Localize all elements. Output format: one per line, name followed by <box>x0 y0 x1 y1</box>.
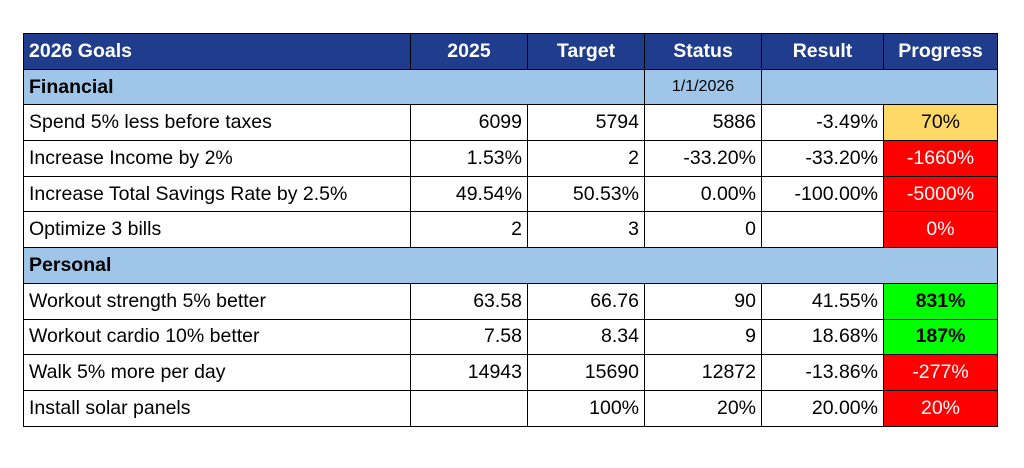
goal-name: Install solar panels <box>23 389 411 427</box>
value-cell: 5886 <box>644 104 762 142</box>
section-title: Personal <box>23 247 998 284</box>
empty-cell <box>761 211 884 249</box>
progress-cell: 70% <box>883 104 998 142</box>
value-cell: -100.00% <box>761 175 884 213</box>
value-cell: -3.49% <box>761 104 884 142</box>
value-cell: 2 <box>410 211 528 249</box>
value-cell: 100% <box>527 389 645 427</box>
value-cell: 18.68% <box>761 318 884 356</box>
value-cell: 1.53% <box>410 140 528 177</box>
value-cell: 63.58 <box>410 282 528 320</box>
progress-cell: 831% <box>883 282 998 320</box>
goal-name: Workout strength 5% better <box>23 282 411 320</box>
progress-cell: -5000% <box>883 175 998 213</box>
value-cell: 5794 <box>527 104 645 142</box>
value-cell: 90 <box>644 282 762 320</box>
value-cell: 12872 <box>644 354 762 391</box>
goals-table: 2026 Goals 2025 Target Status Result Progress… <box>23 33 998 427</box>
status-note: 1/1/2026 <box>644 68 762 106</box>
section-row: Personal <box>23 247 998 284</box>
value-cell: 0 <box>644 211 762 249</box>
goal-row: Increase Total Savings Rate by 2.5% 49.54… <box>23 175 998 213</box>
header-cell: 2026 Goals <box>23 33 411 70</box>
goal-row: Install solar panels 100% 20% 20.00% 20% <box>23 389 998 427</box>
goal-name: Increase Income by 2% <box>23 140 411 177</box>
value-cell: 66.76 <box>527 282 645 320</box>
goal-row: Workout cardio 10% better 7.58 8.34 9 18.68%… <box>23 318 998 356</box>
value-cell: 2 <box>527 140 645 177</box>
header-row: 2026 Goals 2025 Target Status Result Progress <box>23 33 998 70</box>
goal-name: Spend 5% less before taxes <box>23 104 411 142</box>
goal-row: Optimize 3 bills 2 3 0 0% <box>23 211 998 249</box>
section-fill <box>761 68 998 106</box>
header-cell: Progress <box>883 33 998 70</box>
value-cell: 20% <box>644 389 762 427</box>
header-cell: Target <box>527 33 645 70</box>
goal-row: Walk 5% more per day 14943 15690 12872 -13.8… <box>23 354 998 391</box>
empty-cell <box>410 389 528 427</box>
value-cell: -13.86% <box>761 354 884 391</box>
value-cell: 41.55% <box>761 282 884 320</box>
header-cell: Result <box>761 33 884 70</box>
value-cell: 8.34 <box>527 318 645 356</box>
section-title: Financial <box>23 68 645 106</box>
table-body: 2026 Goals 2025 Target Status Result Progress… <box>23 33 998 427</box>
header-cell: Status <box>644 33 762 70</box>
value-cell: 3 <box>527 211 645 249</box>
value-cell: -33.20% <box>644 140 762 177</box>
section-row: Financial 1/1/2026 <box>23 68 998 106</box>
goal-row: Spend 5% less before taxes 6099 5794 5886 -3… <box>23 104 998 142</box>
value-cell: -33.20% <box>761 140 884 177</box>
value-cell: 9 <box>644 318 762 356</box>
goal-name: Walk 5% more per day <box>23 354 411 391</box>
goal-row: Increase Income by 2% 1.53% 2 -33.20% -33.20… <box>23 140 998 177</box>
progress-cell: -1660% <box>883 140 998 177</box>
goal-name: Workout cardio 10% better <box>23 318 411 356</box>
value-cell: 6099 <box>410 104 528 142</box>
progress-cell: 187% <box>883 318 998 356</box>
progress-cell: 0% <box>883 211 998 249</box>
goal-row: Workout strength 5% better 63.58 66.76 90 41… <box>23 282 998 320</box>
progress-cell: -277% <box>883 354 998 391</box>
progress-cell: 20% <box>883 389 998 427</box>
goal-name: Optimize 3 bills <box>23 211 411 249</box>
value-cell: 49.54% <box>410 175 528 213</box>
value-cell: 15690 <box>527 354 645 391</box>
goal-name: Increase Total Savings Rate by 2.5% <box>23 175 411 213</box>
value-cell: 20.00% <box>761 389 884 427</box>
header-cell: 2025 <box>410 33 528 70</box>
value-cell: 7.58 <box>410 318 528 356</box>
value-cell: 14943 <box>410 354 528 391</box>
value-cell: 0.00% <box>644 175 762 213</box>
value-cell: 50.53% <box>527 175 645 213</box>
